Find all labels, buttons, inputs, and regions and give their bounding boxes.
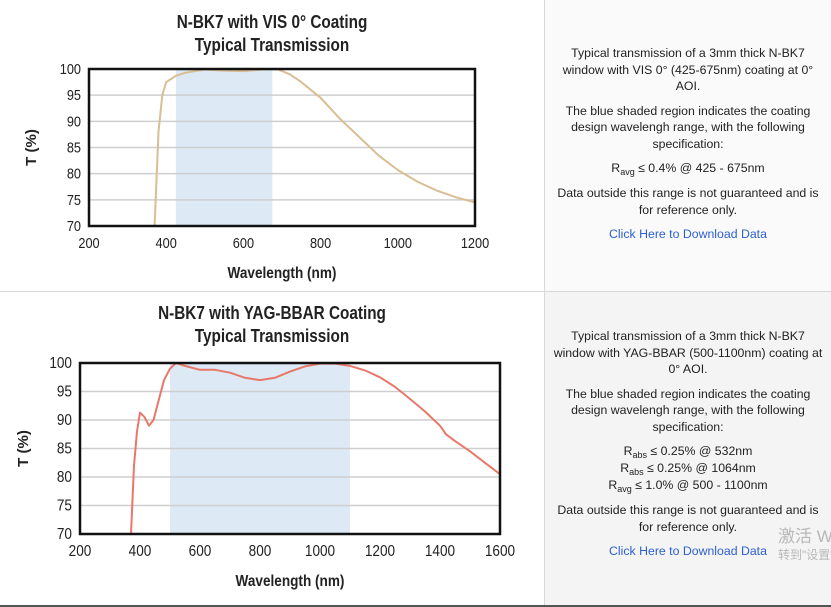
x-tick-label: 600 — [189, 543, 212, 560]
y-tick-label: 85 — [57, 441, 72, 458]
spec-symbol: R — [611, 161, 621, 175]
yag-bbar-coating-row: N-BK7 with YAG-BBAR Coating Typical Tran… — [0, 292, 831, 607]
shaded-note: The blue shaded region indicates the coa… — [565, 386, 811, 434]
x-tick-label: 800 — [310, 234, 331, 251]
spec-symbol: R — [620, 461, 630, 475]
yag-info-panel: Typical transmission of a 3mm thick N-BK… — [545, 292, 831, 605]
spec-list: Rabs ≤ 0.25% @ 532nm Rabs ≤ 0.25% @ 1064n… — [545, 443, 831, 494]
vis-transmission-chart: 70 75 80 85 90 95 100 200 400 600 800 1000 1200 Wavel… — [23, 60, 490, 282]
download-data-link[interactable]: Click Here to Download Data — [609, 227, 767, 241]
plot-frame — [78, 361, 502, 536]
windows-activation-watermark: 激活 Windows 转到"设置" — [778, 527, 831, 563]
spec-symbol: R — [623, 444, 633, 458]
shaded-note: The blue shaded region indicates the coa… — [565, 103, 811, 151]
download-data-link[interactable]: Click Here to Download Data — [609, 544, 767, 558]
spec-value: ≤ 0.25% @ 1064nm — [643, 461, 756, 475]
chart-subtitle: Typical Transmission — [194, 326, 350, 346]
disclaimer: Data outside this range is not guarantee… — [557, 503, 819, 534]
spec-subscript: abs — [632, 450, 648, 460]
x-tick-label: 200 — [78, 234, 99, 251]
description: Typical transmission of a 3mm thick N-BK… — [553, 329, 823, 376]
yag-transmission-chart: 70 75 80 85 90 95 100 200 400 600 800 1000 1200 1400 1… — [15, 355, 515, 590]
yag-chart-cell: N-BK7 with YAG-BBAR Coating Typical Tran… — [0, 292, 545, 605]
spec-value: ≤ 0.4% @ 425 - 675nm — [634, 161, 765, 175]
y-tick-label: 100 — [49, 355, 72, 372]
x-axis-label: Wavelength (nm) — [236, 573, 345, 590]
spec-subscript: avg — [620, 167, 635, 177]
x-tick-label: 1200 — [365, 543, 395, 560]
disclaimer: Data outside this range is not guarantee… — [557, 186, 819, 217]
spec-line: Ravg ≤ 0.4% @ 425 - 675nm — [545, 160, 831, 177]
y-tick-label: 100 — [60, 60, 81, 77]
x-tick-label: 1000 — [305, 543, 335, 560]
spec-list: Ravg ≤ 0.4% @ 425 - 675nm — [545, 160, 831, 177]
chart-title: N-BK7 with VIS 0° Coating Typical Transm… — [41, 11, 503, 57]
watermark-line2: 转到"设置" — [778, 548, 831, 562]
vis-coating-row: N-BK7 with VIS 0° Coating Typical Transm… — [0, 0, 831, 292]
y-tick-label: 85 — [67, 138, 81, 155]
transmission-line — [153, 68, 476, 227]
description: Typical transmission of a 3mm thick N-BK… — [562, 46, 814, 93]
x-tick-label: 1000 — [384, 234, 413, 251]
x-tick-label: 600 — [233, 234, 254, 251]
x-tick-label: 200 — [69, 543, 92, 560]
vis-chart-cell: N-BK7 with VIS 0° Coating Typical Transm… — [0, 0, 545, 291]
chart-title-line1: N-BK7 with VIS 0° Coating — [176, 12, 368, 32]
spec-line: Rabs ≤ 0.25% @ 532nm — [545, 443, 831, 460]
y-tick-label: 80 — [67, 165, 81, 182]
x-tick-label: 400 — [129, 543, 152, 560]
spec-subscript: abs — [629, 467, 644, 477]
x-tick-label: 1400 — [425, 543, 455, 560]
y-tick-label: 80 — [57, 469, 72, 486]
vis-info-panel: Typical transmission of a 3mm thick N-BK… — [545, 0, 831, 291]
y-tick-label: 75 — [67, 191, 81, 208]
x-tick-label: 800 — [249, 543, 272, 560]
y-axis-label: T (%) — [23, 129, 40, 166]
spec-subscript: avg — [617, 484, 632, 494]
plot-frame — [87, 67, 477, 228]
spec-value: ≤ 1.0% @ 500 - 1100nm — [631, 478, 768, 492]
transmission-line — [130, 362, 501, 535]
chart-subtitle: Typical Transmission — [194, 35, 350, 55]
x-tick-label: 1200 — [461, 234, 490, 251]
spec-value: ≤ 0.25% @ 532nm — [647, 444, 753, 458]
y-axis-label: T (%) — [15, 430, 32, 467]
y-tick-label: 90 — [57, 412, 72, 429]
y-tick-label: 75 — [57, 498, 72, 515]
spec-line: Ravg ≤ 1.0% @ 500 - 1100nm — [545, 477, 831, 494]
spec-line: Rabs ≤ 0.25% @ 1064nm — [545, 460, 831, 477]
x-axis-label: Wavelength (nm) — [228, 265, 337, 282]
chart-title-line1: N-BK7 with YAG-BBAR Coating — [158, 303, 386, 323]
x-tick-label: 400 — [156, 234, 177, 251]
watermark-line1: 激活 Windows — [778, 527, 831, 546]
spec-symbol: R — [608, 478, 618, 492]
y-tick-label: 70 — [67, 217, 81, 234]
x-tick-label: 1600 — [485, 543, 515, 560]
y-tick-label: 90 — [67, 112, 81, 129]
y-tick-label: 95 — [67, 86, 81, 103]
y-tick-label: 95 — [57, 384, 72, 401]
chart-title: N-BK7 with YAG-BBAR Coating Typical Tran… — [41, 302, 503, 348]
y-tick-label: 70 — [57, 526, 72, 543]
